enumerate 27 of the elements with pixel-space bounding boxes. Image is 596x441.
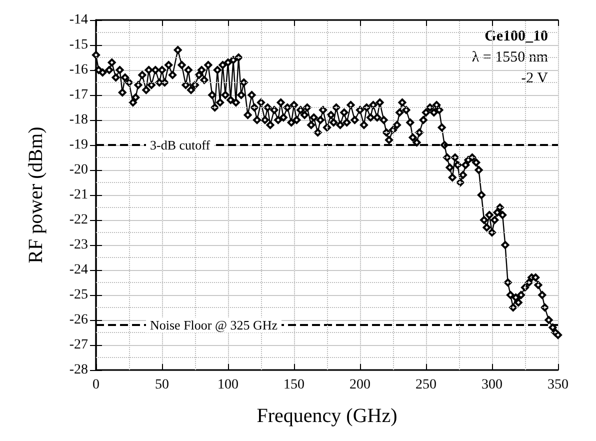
x-axis-title: Frequency (GHz) — [256, 405, 398, 427]
y-tick-label: -21 — [69, 188, 88, 202]
y-tick-label: -25 — [69, 288, 88, 302]
y-axis-title: RF power (dBm) — [25, 126, 47, 264]
y-tick-label: -15 — [69, 38, 88, 52]
x-tick-label: 200 — [350, 378, 370, 392]
x-tick-label: 250 — [416, 378, 436, 392]
y-tick-label: -23 — [69, 238, 88, 252]
y-tick-label: -14 — [69, 12, 88, 28]
x-tick-label: 350 — [548, 378, 568, 392]
y-tick-label: -19 — [69, 138, 88, 152]
x-tick-label: 300 — [482, 378, 502, 392]
y-tick-label: -28 — [69, 362, 88, 378]
y-tick-label: -22 — [69, 212, 88, 228]
y-tick-label: -20 — [69, 162, 88, 178]
y-tick-label: -24 — [69, 262, 88, 278]
y-tick-label: -27 — [69, 338, 88, 352]
y-tick-label: -16 — [69, 62, 88, 78]
y-tick-label: -26 — [69, 312, 88, 328]
x-tick-label: 0 — [92, 378, 100, 392]
y-tick-label: -18 — [69, 112, 88, 128]
y-tick-label: -17 — [69, 88, 88, 102]
ref-line-label: 3-dB cutoff — [150, 138, 211, 152]
x-tick-label: 100 — [218, 378, 238, 392]
ref-line-label: Noise Floor @ 325 GHz — [150, 318, 278, 332]
x-tick-label: 50 — [155, 378, 169, 392]
x-tick-label: 150 — [284, 378, 304, 392]
